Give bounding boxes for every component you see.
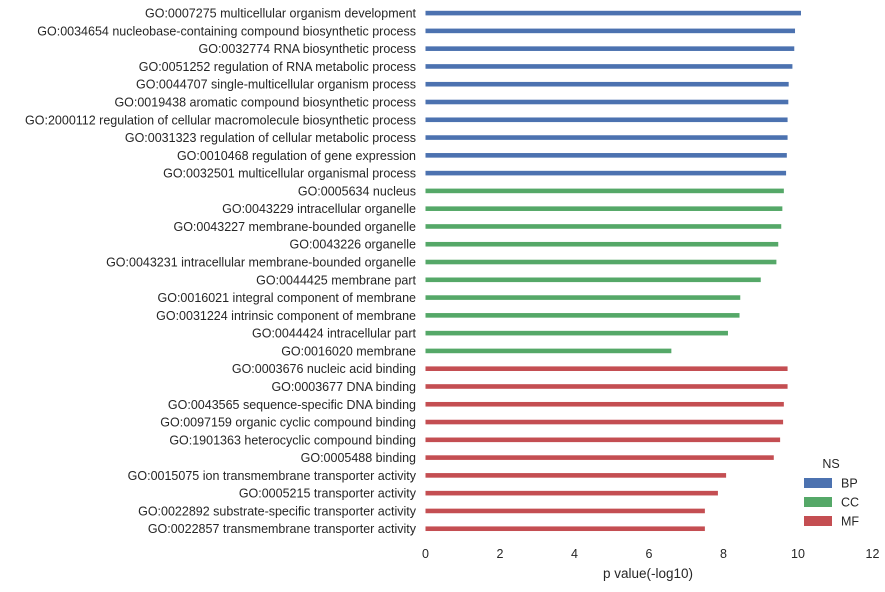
bar-10 xyxy=(425,170,787,176)
bar-30 xyxy=(425,526,705,532)
bar-25 xyxy=(425,437,781,443)
bar-18 xyxy=(425,313,740,318)
category-label-28: GO:0005215 transporter activity xyxy=(239,487,417,501)
category-label-10: GO:0032501 multicellular organismal proc… xyxy=(163,167,416,181)
bar-23 xyxy=(425,401,784,407)
category-labels: GO:0007275 multicellular organism develo… xyxy=(25,7,417,537)
bar-20 xyxy=(425,348,672,354)
bar-13 xyxy=(425,224,782,229)
bar-11 xyxy=(425,188,784,194)
x-tick-label-0: 0 xyxy=(422,547,429,561)
legend-title: NS xyxy=(822,457,839,471)
bar-17 xyxy=(425,295,741,300)
category-label-19: GO:0044424 intracellular part xyxy=(252,327,417,341)
bar-8 xyxy=(425,135,788,140)
bar-15 xyxy=(425,259,777,265)
bar-26 xyxy=(425,455,774,460)
bar-28 xyxy=(425,490,718,496)
bar-22 xyxy=(425,384,788,389)
category-label-27: GO:0015075 ion transmembrane transporter… xyxy=(128,469,417,483)
bar-5 xyxy=(425,81,789,87)
category-label-3: GO:0032774 RNA biosynthetic process xyxy=(199,42,416,56)
x-tick-label-2: 2 xyxy=(497,547,504,561)
category-label-18: GO:0031224 intrinsic component of membra… xyxy=(156,309,416,323)
legend-swatch-bp xyxy=(804,478,832,488)
category-label-23: GO:0043565 sequence-specific DNA binding xyxy=(168,398,416,412)
bar-7 xyxy=(425,117,788,123)
bar-4 xyxy=(425,64,793,69)
bar-2 xyxy=(425,28,796,34)
bars-layer xyxy=(425,10,801,532)
legend: NS BP CC MF xyxy=(804,457,859,529)
bar-9 xyxy=(425,153,787,158)
category-label-15: GO:0043231 intracellular membrane-bounde… xyxy=(106,256,416,270)
category-label-4: GO:0051252 regulation of RNA metabolic p… xyxy=(139,60,416,74)
bar-27 xyxy=(425,473,727,478)
category-label-13: GO:0043227 membrane-bounded organelle xyxy=(173,220,416,234)
category-label-26: GO:0005488 binding xyxy=(301,451,416,465)
bar-14 xyxy=(425,241,779,247)
category-label-22: GO:0003677 DNA binding xyxy=(271,380,416,394)
bar-29 xyxy=(425,508,705,514)
bar-16 xyxy=(425,277,761,283)
category-label-6: GO:0019438 aromatic compound biosyntheti… xyxy=(114,96,416,110)
legend-swatch-cc xyxy=(804,497,832,507)
x-axis-ticks: 0 2 4 6 8 10 12 xyxy=(422,547,879,561)
legend-label-mf: MF xyxy=(841,515,859,529)
category-label-17: GO:0016021 integral component of membran… xyxy=(158,291,417,305)
x-tick-label-10: 10 xyxy=(791,547,805,561)
bar-1 xyxy=(425,10,801,16)
bar-12 xyxy=(425,206,783,211)
legend-label-bp: BP xyxy=(841,477,858,491)
x-tick-label-8: 8 xyxy=(720,547,727,561)
x-tick-label-4: 4 xyxy=(571,547,578,561)
category-label-12: GO:0043229 intracellular organelle xyxy=(222,202,416,216)
bar-24 xyxy=(425,419,784,425)
category-label-9: GO:0010468 regulation of gene expression xyxy=(177,149,416,163)
legend-swatch-mf xyxy=(804,516,832,526)
category-label-21: GO:0003676 nucleic acid binding xyxy=(232,362,416,376)
bar-6 xyxy=(425,99,789,105)
x-tick-label-6: 6 xyxy=(646,547,653,561)
bar-3 xyxy=(425,46,795,51)
bar-19 xyxy=(425,330,728,336)
legend-label-cc: CC xyxy=(841,496,859,510)
category-label-2: GO:0034654 nucleobase-containing compoun… xyxy=(37,24,416,38)
x-axis-label: p value(-log10) xyxy=(603,566,693,581)
category-label-8: GO:0031323 regulation of cellular metabo… xyxy=(125,131,416,145)
category-label-29: GO:0022892 substrate-specific transporte… xyxy=(138,504,417,518)
category-label-7: GO:2000112 regulation of cellular macrom… xyxy=(25,113,416,127)
category-label-16: GO:0044425 membrane part xyxy=(256,273,416,287)
category-label-1: GO:0007275 multicellular organism develo… xyxy=(145,7,417,21)
bar-21 xyxy=(425,366,788,371)
category-label-25: GO:1901363 heterocyclic compound binding xyxy=(169,433,416,447)
category-label-20: GO:0016020 membrane xyxy=(281,344,416,358)
category-label-5: GO:0044707 single-multicellular organism… xyxy=(136,78,416,92)
category-label-11: GO:0005634 nucleus xyxy=(298,184,416,198)
category-label-14: GO:0043226 organelle xyxy=(290,238,417,252)
category-label-30: GO:0022857 transmembrane transporter act… xyxy=(148,522,417,536)
category-label-24: GO:0097159 organic cyclic compound bindi… xyxy=(160,416,416,430)
x-tick-label-12: 12 xyxy=(866,547,880,561)
